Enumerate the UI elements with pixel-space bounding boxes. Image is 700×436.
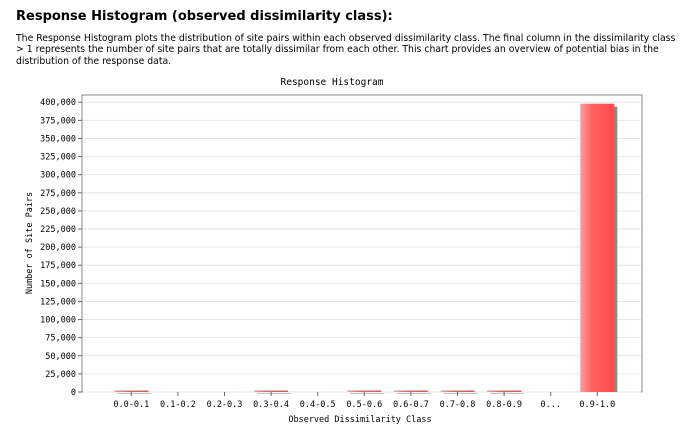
x-tick-label: 0.1-0.2 [160, 400, 196, 410]
bar [347, 390, 382, 392]
bar [580, 103, 615, 392]
y-tick-label: 100,000 [40, 316, 76, 326]
y-tick-label: 175,000 [40, 261, 76, 271]
bar [254, 390, 289, 392]
y-tick-label: 150,000 [40, 279, 76, 289]
bar-shadow [490, 393, 525, 394]
x-tick-label: 0... [540, 400, 560, 410]
chart-description: The Response Histogram plots the distrib… [16, 33, 676, 67]
x-tick-label: 0.9-1.0 [579, 400, 615, 410]
x-tick-label: 0.8-0.9 [486, 400, 522, 410]
chart-title: Response Histogram [281, 77, 384, 88]
x-tick-label: 0.7-0.8 [440, 400, 476, 410]
x-tick-label: 0.4-0.5 [300, 400, 336, 410]
bar [487, 390, 522, 392]
y-tick-label: 325,000 [40, 153, 76, 163]
bar-shadow [350, 393, 385, 394]
y-tick-label: 125,000 [40, 297, 76, 307]
y-tick-label: 0 [71, 388, 76, 398]
x-tick-label: 0.5-0.6 [346, 400, 382, 410]
y-tick-label: 350,000 [40, 134, 76, 144]
y-tick-label: 400,000 [40, 98, 76, 108]
plot-area [81, 94, 643, 393]
bar [440, 390, 475, 392]
x-tick-label: 0.0-0.1 [113, 400, 149, 410]
bar-shadow [396, 393, 431, 394]
x-tick-label: 0.6-0.7 [393, 400, 429, 410]
y-axis-label: Number of Site Pairs [25, 192, 35, 294]
y-tick-label: 250,000 [40, 207, 76, 217]
y-tick-label: 75,000 [45, 334, 76, 344]
x-tick-label: 0.2-0.3 [207, 400, 243, 410]
x-axis-label: Observed Dissimilarity Class [288, 415, 431, 425]
y-tick-label: 200,000 [40, 243, 76, 253]
gridlines [83, 101, 641, 393]
y-tick-label: 375,000 [40, 116, 76, 126]
y-tick-label: 275,000 [40, 189, 76, 199]
page-heading: Response Histogram (observed dissimilari… [16, 9, 393, 24]
x-axis-ticks: 0.0-0.1 0.1-0.2 0.2-0.3 0.3-0.4 0.4-0.5 0.5-0… [113, 392, 615, 410]
x-tick-label: 0.3-0.4 [253, 400, 289, 410]
y-tick-label: 300,000 [40, 171, 76, 181]
bar-shadow [443, 393, 478, 394]
y-tick-label: 50,000 [45, 352, 76, 362]
bars [114, 103, 618, 394]
bar [114, 390, 149, 392]
bar [393, 390, 428, 392]
bar-shadow [257, 393, 292, 394]
y-tick-label: 25,000 [45, 370, 76, 380]
y-tick-label: 225,000 [40, 225, 76, 235]
y-axis-ticks: 0 25,000 50,000 75,000 100,000 125,000 150,000… [40, 98, 82, 398]
bar-shadow [117, 393, 152, 394]
